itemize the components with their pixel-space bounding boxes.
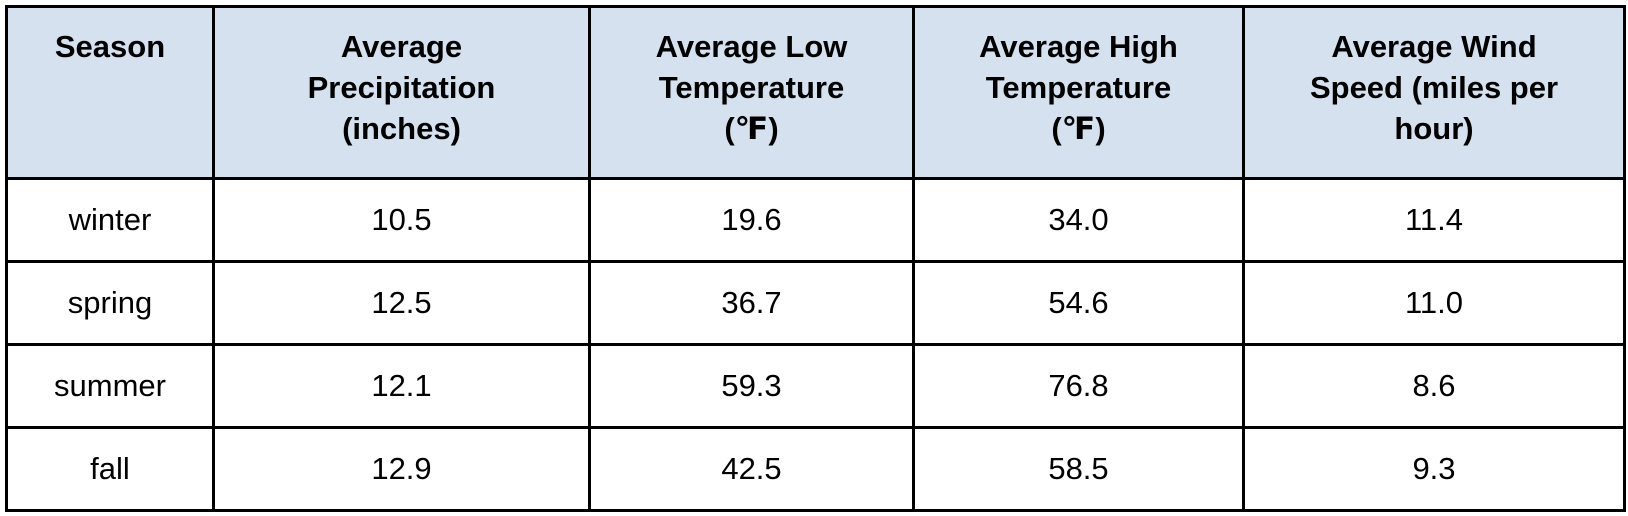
table-row-summer: summer 12.1 59.3 76.8 8.6 [5,343,1626,429]
cell-precipitation: 12.1 [212,343,591,429]
cell-high-temp: 54.6 [912,260,1245,346]
cell-low-temp: 19.6 [588,177,915,263]
cell-season: summer [5,343,215,429]
table-row-spring: spring 12.5 36.7 54.6 11.0 [5,260,1626,346]
cell-precipitation: 10.5 [212,177,591,263]
table-header-row: Season Average Precipitation (inches) Av… [5,5,1626,180]
cell-season: winter [5,177,215,263]
cell-season: fall [5,426,215,512]
cell-low-temp: 59.3 [588,343,915,429]
cell-high-temp: 58.5 [912,426,1245,512]
cell-season: spring [5,260,215,346]
column-header-high-temp: Average High Temperature (℉) [912,5,1245,180]
cell-precipitation: 12.5 [212,260,591,346]
cell-wind-speed: 9.3 [1242,426,1626,512]
cell-low-temp: 42.5 [588,426,915,512]
cell-precipitation: 12.9 [212,426,591,512]
cell-high-temp: 34.0 [912,177,1245,263]
cell-wind-speed: 11.0 [1242,260,1626,346]
seasonal-weather-table: Season Average Precipitation (inches) Av… [5,5,1626,512]
column-header-wind-speed: Average Wind Speed (miles per hour) [1242,5,1626,180]
column-header-precipitation: Average Precipitation (inches) [212,5,591,180]
cell-high-temp: 76.8 [912,343,1245,429]
cell-wind-speed: 8.6 [1242,343,1626,429]
table-row-fall: fall 12.9 42.5 58.5 9.3 [5,426,1626,512]
cell-low-temp: 36.7 [588,260,915,346]
table-row-winter: winter 10.5 19.6 34.0 11.4 [5,177,1626,263]
column-header-season: Season [5,5,215,180]
cell-wind-speed: 11.4 [1242,177,1626,263]
column-header-low-temp: Average Low Temperature (℉) [588,5,915,180]
